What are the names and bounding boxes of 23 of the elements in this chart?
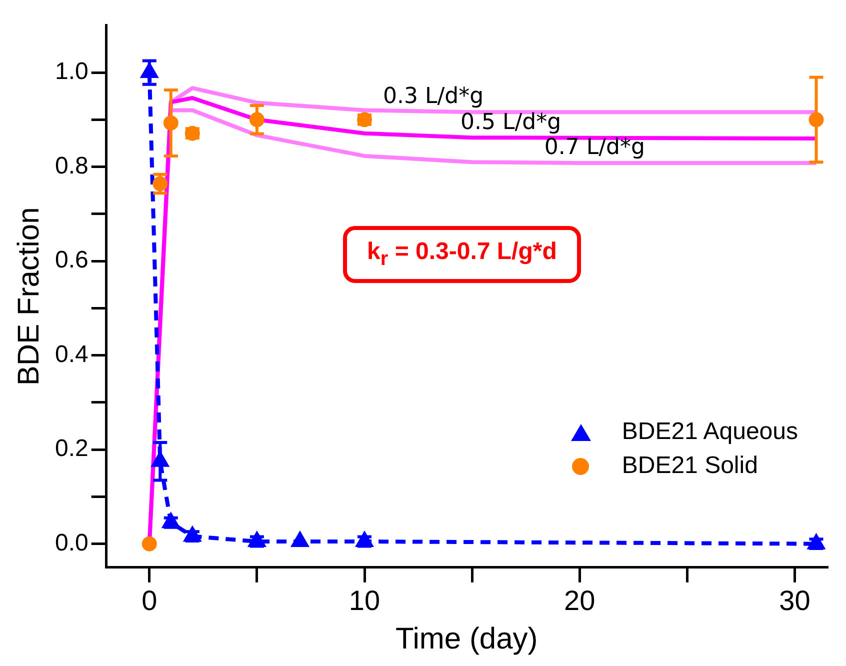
y-tick-label: 0.4 bbox=[54, 340, 88, 368]
annotation: k$_{r}$ = 0.3-0.7 L/g*d bbox=[343, 226, 581, 283]
y-tick-label: 1.0 bbox=[54, 58, 88, 86]
x-tick-label: 0 bbox=[142, 584, 158, 616]
point bbox=[248, 535, 266, 548]
point bbox=[356, 535, 373, 548]
y-tick-label: 0.0 bbox=[54, 529, 88, 556]
x-tick-label: 20 bbox=[564, 584, 596, 616]
legend-label: BDE21 Solid bbox=[622, 452, 758, 480]
annotation: 0.7 L/d*g bbox=[544, 135, 645, 160]
y-tick-label: 0.8 bbox=[54, 152, 88, 180]
annotation: 0.5 L/d*g bbox=[460, 110, 562, 135]
legend-label: BDE21 Aqueous bbox=[622, 418, 798, 446]
y-tick-label: 0.6 bbox=[54, 246, 88, 274]
x-tick-label: 30 bbox=[779, 584, 810, 616]
point bbox=[142, 536, 157, 552]
point bbox=[808, 538, 825, 550]
y-tick-label: 0.2 bbox=[54, 435, 88, 462]
point bbox=[184, 530, 201, 543]
x-axis-title: Time (day) bbox=[396, 622, 538, 656]
annotation: 0.3 L/d*g bbox=[383, 84, 484, 109]
y-axis-title: BDE Fraction bbox=[12, 207, 46, 386]
x-tick-label: 10 bbox=[348, 584, 380, 616]
